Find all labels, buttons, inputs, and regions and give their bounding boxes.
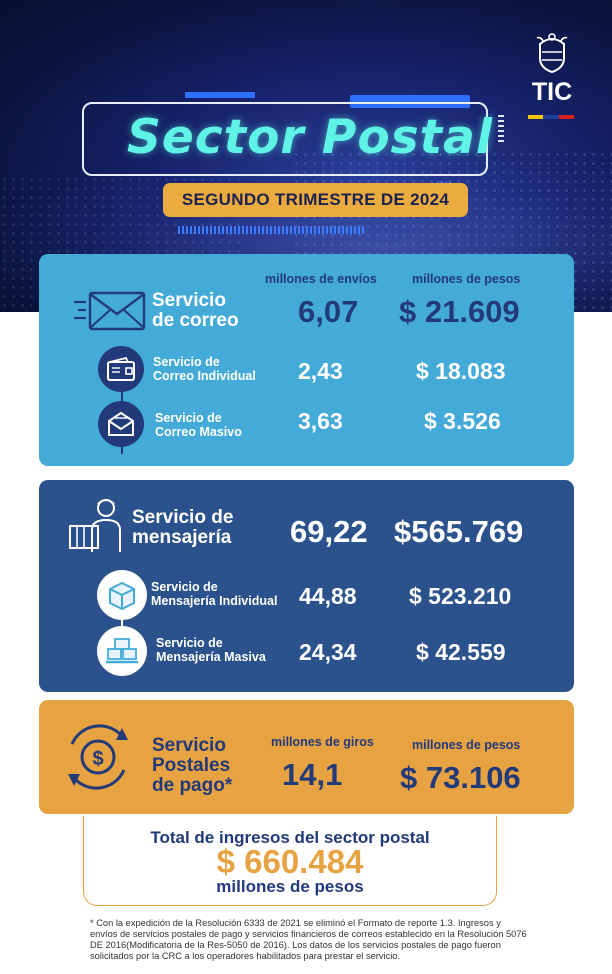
mensajeria-individual-envios: 44,88 xyxy=(299,583,357,609)
column-header-giros: millones de giros xyxy=(271,735,374,749)
mail-send-icon xyxy=(108,411,134,436)
correo-masivo-envios: 3,63 xyxy=(298,408,343,434)
mensajeria-individual-label: Servicio de Mensajería Individual xyxy=(151,580,277,608)
correo-individual-label-line1: Servicio de xyxy=(153,355,220,369)
correo-individual-envios: 2,43 xyxy=(298,358,343,384)
tic-logo: TIC xyxy=(526,30,578,122)
page-subtitle: SEGUNDO TRIMESTRE DE 2024 xyxy=(181,190,450,209)
coat-of-arms-icon xyxy=(536,33,568,74)
mensajeria-individual-pesos: $ 523.210 xyxy=(409,583,512,609)
courier-icon xyxy=(69,499,121,552)
svg-text:$: $ xyxy=(92,748,103,770)
correo-masivo-label: Servicio de Correo Masivo xyxy=(155,411,242,439)
total-unit: millones de pesos xyxy=(216,877,364,896)
correo-masivo-pesos: $ 3.526 xyxy=(424,408,501,434)
subtitle-bar xyxy=(163,183,468,217)
pagos-panel xyxy=(39,700,574,814)
envelope-icon xyxy=(74,291,146,331)
correo-individual-pesos: $ 18.083 xyxy=(416,358,506,384)
hero-marks-decoration xyxy=(498,115,504,145)
pagos-pesos-value: $ 73.106 xyxy=(400,760,521,795)
correo-pesos-value: $ 21.609 xyxy=(399,294,520,329)
hero-banner: ‹‹‹‹ Sector Postal SEGUNDO TRIMESTRE DE … xyxy=(0,0,612,312)
pagos-main-label-line2: Postales xyxy=(152,755,231,776)
footnote: * Con la expedición de la Resolución 633… xyxy=(90,918,527,961)
total-value: $ 660.484 xyxy=(216,843,364,880)
mensajeria-envios-value: 69,22 xyxy=(290,514,368,549)
column-header-pesos: millones de pesos xyxy=(412,272,521,286)
pagos-main-label-line1: Servicio xyxy=(152,735,226,756)
pagos-main-label: Servicio Postales de pago* xyxy=(152,736,232,796)
mensajeria-masiva-label-line2: Mensajería Masiva xyxy=(156,650,266,664)
mensajeria-individual-label-line1: Servicio de xyxy=(151,580,218,594)
hero-accent-stripe xyxy=(350,95,470,108)
mensajeria-main-label-line1: Servicio de xyxy=(132,507,234,528)
correo-individual-label: Servicio de Correo Individual xyxy=(153,355,256,383)
mensajeria-individual-label-line2: Mensajería Individual xyxy=(151,594,278,608)
column-header-envios: millones de envíos xyxy=(265,272,377,286)
column-header-pesos-pago: millones de pesos xyxy=(412,738,521,752)
hero-accent-stripe xyxy=(185,92,255,98)
mensajeria-masiva-label: Servicio de Mensajería Masiva xyxy=(156,636,266,664)
total-box xyxy=(83,816,497,906)
correo-main-label-line2: de correo xyxy=(152,310,239,331)
flag-stripe xyxy=(528,115,574,119)
mensajeria-individual-icon-circle xyxy=(97,570,147,620)
pagos-giros-value: 14,1 xyxy=(282,757,343,792)
correo-individual-icon-circle xyxy=(98,346,144,392)
hero-ticks-decoration xyxy=(178,226,366,234)
total-title: Total de ingresos del sector postal xyxy=(150,828,430,847)
title-frame xyxy=(82,102,488,176)
mensajeria-main-label: Servicio de mensajería xyxy=(132,508,233,548)
page-title: Sector Postal xyxy=(127,110,493,165)
mensajeria-masiva-label-line1: Servicio de xyxy=(156,636,223,650)
box-icon xyxy=(109,581,135,611)
mensajeria-masiva-icon-circle xyxy=(97,626,147,676)
money-cycle-icon: $ xyxy=(68,724,128,790)
correo-main-label: Servicio de correo xyxy=(152,291,239,331)
correo-masivo-icon-circle xyxy=(98,401,144,447)
correo-main-label-line1: Servicio xyxy=(152,290,226,311)
mensajeria-pesos-value: $565.769 xyxy=(394,514,524,549)
wallet-icon xyxy=(107,356,135,381)
logo-text: TIC xyxy=(531,78,573,106)
pallet-boxes-icon xyxy=(106,638,138,664)
correo-individual-label-line2: Correo Individual xyxy=(153,369,256,383)
correo-masivo-label-line2: Correo Masivo xyxy=(155,425,242,439)
pagos-main-label-line3: de pago* xyxy=(152,775,233,796)
correo-masivo-label-line1: Servicio de xyxy=(155,411,222,425)
mensajeria-masiva-envios: 24,34 xyxy=(299,639,357,665)
mensajeria-masiva-pesos: $ 42.559 xyxy=(416,639,506,665)
mensajeria-main-label-line2: mensajería xyxy=(132,527,232,548)
correo-envios-value: 6,07 xyxy=(298,294,359,329)
